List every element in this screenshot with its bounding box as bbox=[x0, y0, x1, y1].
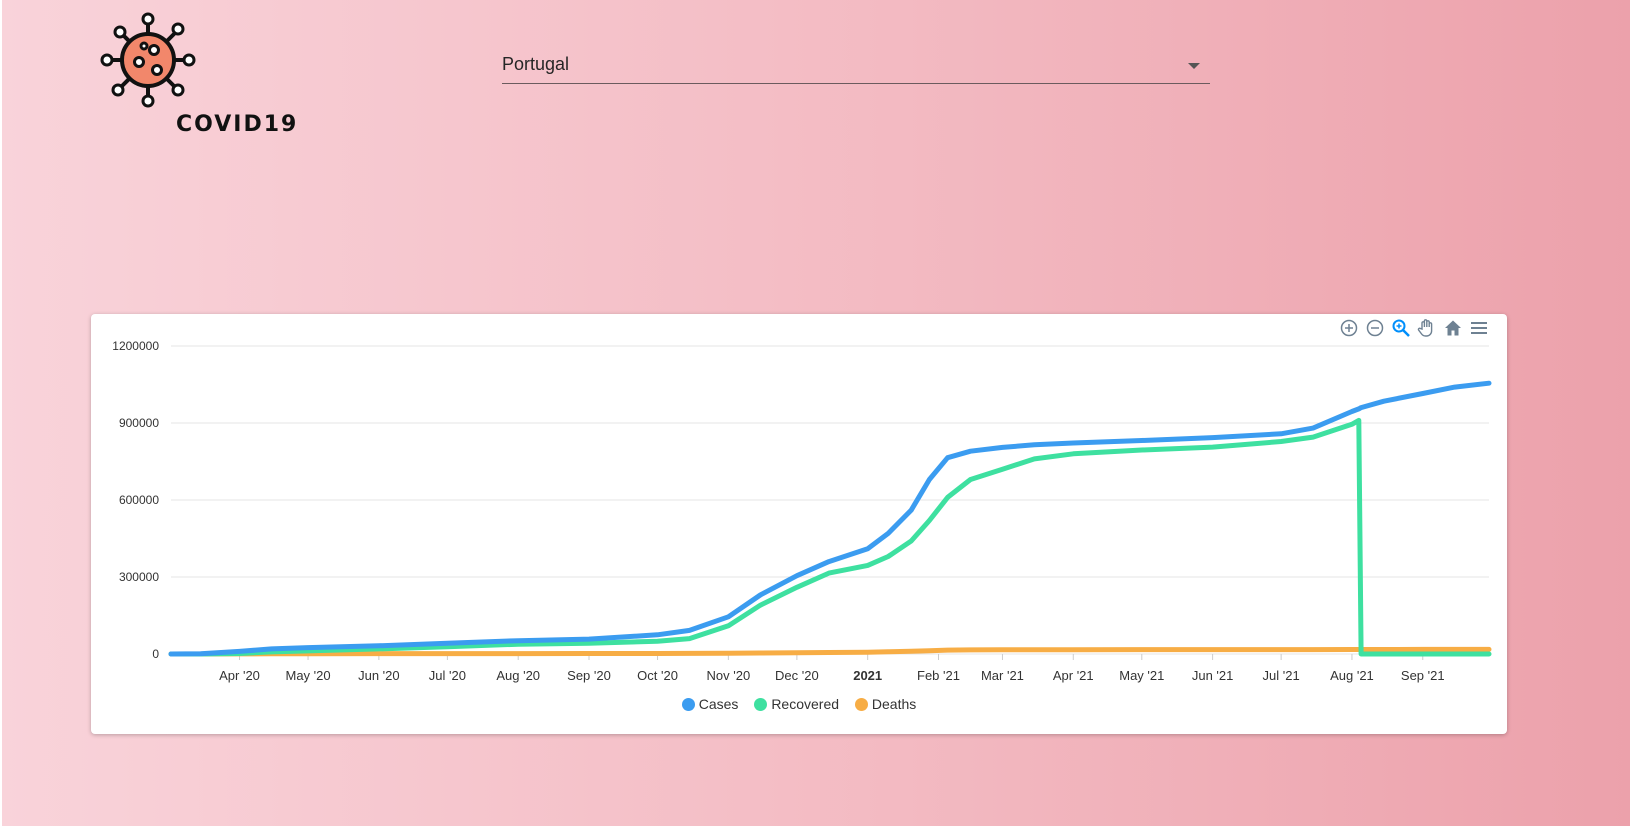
legend-marker-recovered bbox=[754, 697, 768, 711]
country-select[interactable]: Portugal bbox=[502, 50, 1210, 84]
x-tick-label: Feb '21 bbox=[917, 668, 960, 683]
x-tick-label: Sep '20 bbox=[567, 668, 611, 683]
chart-series bbox=[168, 380, 1492, 657]
chart-toolbar bbox=[1339, 318, 1489, 338]
pan-icon[interactable] bbox=[1417, 318, 1437, 338]
country-select-value: Portugal bbox=[502, 54, 570, 74]
x-tick-label: Jul '21 bbox=[1263, 668, 1300, 683]
logo-text: COVID19 bbox=[176, 112, 299, 137]
x-tick-label: 2021 bbox=[853, 668, 882, 683]
series-line-deaths bbox=[168, 646, 1492, 657]
selection-zoom-icon[interactable] bbox=[1391, 318, 1411, 338]
x-tick-label: Aug '21 bbox=[1330, 668, 1374, 683]
page-left-edge bbox=[0, 0, 2, 826]
legend-label-deaths: Deaths bbox=[871, 696, 917, 712]
series-line-recovered bbox=[168, 417, 1492, 657]
y-tick-label: 300000 bbox=[119, 570, 159, 584]
x-axis-ticks: Apr '20 May '20 Jun '20 Jul '20 Aug '20 Sep '… bbox=[219, 654, 1445, 683]
y-axis-ticks: 0 300000 600000 900000 1200000 bbox=[112, 339, 159, 661]
x-tick-label: Jun '21 bbox=[1192, 668, 1234, 683]
zoom-out-icon[interactable] bbox=[1365, 318, 1385, 338]
chart-card: 0 300000 600000 900000 1200000 Apr '20 May '2… bbox=[91, 314, 1507, 734]
x-tick-label: Sep '21 bbox=[1401, 668, 1445, 683]
x-tick-label: Jul '20 bbox=[429, 668, 466, 683]
y-tick-label: 1200000 bbox=[112, 339, 159, 353]
legend-label-recovered: Recovered bbox=[771, 696, 840, 712]
x-tick-label: Apr '21 bbox=[1053, 668, 1094, 683]
legend-marker-deaths bbox=[854, 697, 868, 711]
legend-label-cases: Cases bbox=[698, 696, 739, 712]
legend-item-cases[interactable]: Cases bbox=[681, 696, 739, 712]
line-chart: 0 300000 600000 900000 1200000 Apr '20 May '2… bbox=[112, 339, 1492, 683]
chart-grid bbox=[171, 345, 1489, 655]
x-tick-label: Dec '20 bbox=[775, 668, 819, 683]
virus-icon bbox=[100, 12, 196, 108]
x-tick-label: Aug '20 bbox=[496, 668, 540, 683]
x-tick-label: Nov '20 bbox=[707, 668, 751, 683]
y-tick-label: 600000 bbox=[119, 493, 159, 507]
zoom-in-icon[interactable] bbox=[1339, 318, 1359, 338]
x-tick-label: May '21 bbox=[1119, 668, 1164, 683]
reset-home-icon[interactable] bbox=[1443, 318, 1463, 338]
legend-item-deaths[interactable]: Deaths bbox=[854, 696, 917, 712]
x-tick-label: Jun '20 bbox=[358, 668, 400, 683]
x-tick-label: Apr '20 bbox=[219, 668, 260, 683]
x-tick-label: May '20 bbox=[285, 668, 330, 683]
covid19-logo: COVID19 bbox=[86, 10, 296, 137]
y-tick-label: 900000 bbox=[119, 416, 159, 430]
x-tick-label: Oct '20 bbox=[637, 668, 678, 683]
legend-marker-cases bbox=[681, 697, 695, 711]
chevron-down-icon[interactable] bbox=[1188, 63, 1200, 69]
series-line-cases bbox=[168, 380, 1492, 657]
menu-icon[interactable] bbox=[1469, 318, 1489, 338]
x-tick-label: Mar '21 bbox=[981, 668, 1024, 683]
chart-legend: Cases Recovered Deaths bbox=[91, 696, 1507, 714]
legend-item-recovered[interactable]: Recovered bbox=[754, 696, 839, 712]
y-tick-label: 0 bbox=[152, 647, 159, 661]
